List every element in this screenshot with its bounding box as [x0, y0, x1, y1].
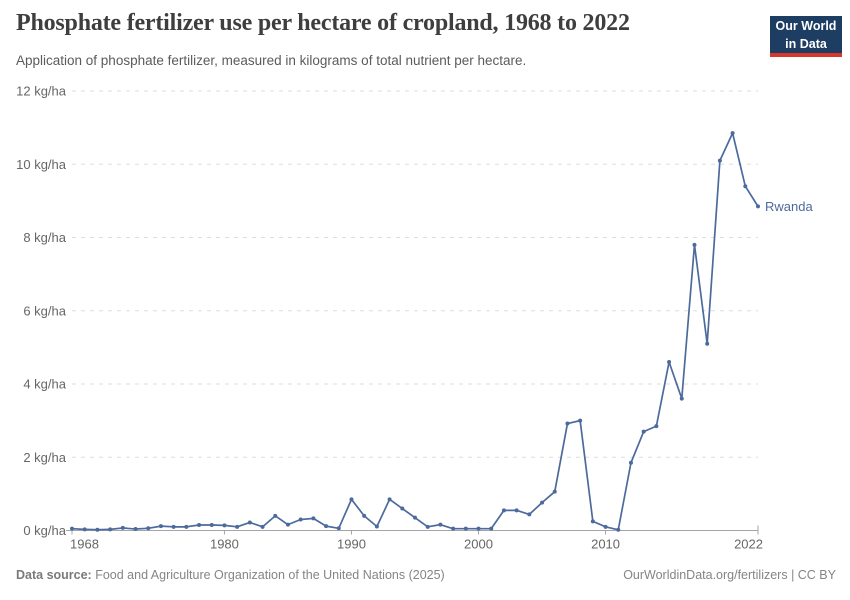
data-point[interactable]: [260, 524, 265, 529]
data-point[interactable]: [387, 497, 392, 502]
owid-logo-line2: in Data: [785, 36, 827, 51]
data-point[interactable]: [413, 515, 417, 520]
x-tick-label: 1968: [70, 537, 99, 552]
data-point[interactable]: [679, 396, 684, 401]
credit-link[interactable]: OurWorldinData.org/fertilizers | CC BY: [623, 568, 836, 582]
data-point[interactable]: [108, 527, 113, 532]
data-point[interactable]: [184, 524, 189, 529]
data-point[interactable]: [489, 526, 494, 531]
data-point[interactable]: [70, 526, 74, 531]
data-point[interactable]: [362, 513, 367, 518]
data-point[interactable]: [209, 523, 214, 528]
data-point[interactable]: [667, 360, 672, 365]
chart-footer: Data source: Food and Agriculture Organi…: [16, 568, 836, 582]
data-point[interactable]: [171, 524, 176, 529]
y-tick-label: 12 kg/ha: [16, 84, 67, 99]
data-point[interactable]: [743, 184, 748, 189]
y-tick-label: 6 kg/ha: [23, 303, 66, 318]
x-tick-label: 1990: [337, 537, 366, 552]
data-point[interactable]: [590, 519, 595, 524]
data-point[interactable]: [247, 520, 252, 525]
series-line-rwanda[interactable]: [71, 132, 759, 531]
data-point[interactable]: [730, 131, 735, 136]
data-point[interactable]: [197, 523, 202, 528]
data-point[interactable]: [273, 513, 278, 518]
data-point[interactable]: [603, 524, 608, 529]
y-tick-label: 4 kg/ha: [23, 377, 66, 392]
data-point[interactable]: [438, 522, 443, 527]
data-point[interactable]: [133, 527, 138, 532]
data-point[interactable]: [336, 526, 341, 531]
line-chart: 0 kg/ha 2 kg/ha 4 kg/ha 6 kg/ha 8 kg/ha 10 kg…: [16, 84, 813, 552]
data-point[interactable]: [451, 526, 456, 531]
data-point[interactable]: [641, 429, 646, 434]
y-tick-label: 8 kg/ha: [23, 230, 66, 245]
data-point[interactable]: [349, 497, 354, 502]
data-point[interactable]: [222, 523, 227, 528]
data-point[interactable]: [705, 341, 710, 346]
data-point[interactable]: [552, 489, 557, 494]
data-point[interactable]: [158, 524, 163, 529]
chart-subtitle: Application of phosphate fertilizer, mea…: [16, 53, 527, 68]
data-source-label: Data source:: [16, 568, 92, 582]
data-point[interactable]: [311, 516, 316, 521]
x-tick-label: 2022: [734, 537, 763, 552]
data-point[interactable]: [374, 524, 379, 529]
data-point[interactable]: [628, 460, 633, 465]
y-tick-label: 0 kg/ha: [23, 523, 66, 538]
owid-logo-line1: Our World: [775, 18, 837, 33]
y-tick-label: 10 kg/ha: [16, 157, 67, 172]
data-point[interactable]: [324, 524, 329, 529]
data-source-text: Food and Agriculture Organization of the…: [91, 568, 445, 582]
data-point[interactable]: [425, 524, 430, 529]
data-point[interactable]: [235, 524, 240, 529]
data-point[interactable]: [120, 525, 125, 530]
y-tick-label: 2 kg/ha: [23, 450, 66, 465]
data-point[interactable]: [476, 526, 481, 531]
data-point[interactable]: [578, 418, 583, 423]
x-tick-label: 2000: [464, 537, 493, 552]
data-point[interactable]: [692, 242, 697, 247]
data-point[interactable]: [540, 500, 545, 505]
owid-logo[interactable]: Our World in Data: [770, 16, 842, 57]
x-tick-label: 2010: [591, 537, 620, 552]
data-point[interactable]: [82, 527, 87, 532]
data-point[interactable]: [95, 527, 100, 532]
data-point[interactable]: [654, 424, 659, 429]
data-point[interactable]: [527, 512, 532, 517]
data-point[interactable]: [616, 527, 621, 532]
data-point[interactable]: [514, 508, 519, 513]
data-point[interactable]: [285, 522, 290, 527]
series-label-rwanda[interactable]: Rwanda: [765, 199, 813, 214]
page-title: Phosphate fertilizer use per hectare of …: [16, 10, 630, 36]
x-tick-label: 1980: [210, 537, 239, 552]
data-point[interactable]: [146, 526, 151, 531]
data-source: Data source: Food and Agriculture Organi…: [16, 568, 445, 582]
data-point[interactable]: [463, 526, 468, 531]
data-point[interactable]: [717, 158, 722, 163]
data-point[interactable]: [400, 506, 405, 511]
data-point[interactable]: [756, 204, 760, 209]
data-point[interactable]: [501, 508, 506, 513]
data-point[interactable]: [298, 517, 303, 522]
data-point[interactable]: [565, 421, 570, 426]
